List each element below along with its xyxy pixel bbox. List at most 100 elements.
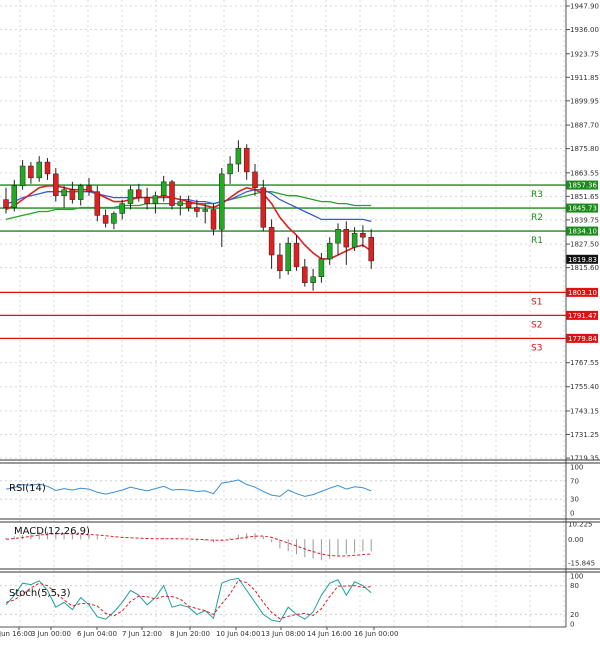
- candle-body-down: [136, 189, 142, 198]
- price-tick-label: 1923.75: [570, 50, 599, 58]
- candle-body-down: [144, 197, 150, 204]
- level-price-label: 1845.73: [568, 205, 597, 213]
- candle-body-down: [28, 165, 34, 179]
- candle: [136, 183, 142, 202]
- price-tick-label: 1743.15: [570, 407, 599, 415]
- macd-tick-label: -15.845: [568, 560, 595, 568]
- candle-body-down: [302, 266, 308, 283]
- candle: [277, 243, 283, 279]
- macd-tick-label: 0.00: [568, 536, 584, 544]
- candle: [102, 209, 109, 228]
- candle: [19, 160, 26, 190]
- level-price-tag: [566, 226, 598, 236]
- stoch-k-line: [5, 577, 372, 623]
- price-tick-label: 1839.75: [570, 216, 599, 224]
- candle-body-down: [53, 173, 59, 196]
- candle-body-down: [293, 242, 300, 268]
- candle: [94, 185, 101, 222]
- time-tick-label: 16 Jun 00:00: [354, 630, 398, 638]
- level-name-r2: R2: [531, 213, 543, 223]
- candle-body-up: [160, 181, 167, 196]
- candle-body-up: [119, 203, 125, 214]
- candle-body-down: [94, 191, 101, 216]
- candle: [210, 203, 217, 236]
- candle-body-down: [243, 147, 250, 173]
- macd-signal-line: [5, 533, 372, 557]
- candle: [194, 199, 200, 218]
- current-price-tag: [566, 254, 598, 264]
- candle: [127, 185, 134, 210]
- candle-body-up: [111, 213, 117, 224]
- candle: [326, 237, 333, 265]
- price-tick-label: 1936.00: [570, 26, 599, 34]
- grid-lines: [0, 0, 566, 627]
- price-tick-label: 1887.70: [570, 122, 599, 130]
- price-tick-label: 1851.65: [570, 193, 599, 201]
- candle: [293, 235, 300, 271]
- candle: [111, 211, 117, 230]
- candle-body-down: [102, 215, 109, 224]
- level-price-label: 1791.47: [568, 312, 597, 320]
- candle: [310, 268, 316, 291]
- candle-body-down: [368, 236, 374, 262]
- level-price-tag: [566, 180, 598, 190]
- candle-body-down: [360, 232, 366, 238]
- candle: [219, 167, 225, 248]
- level-price-tag: [566, 310, 598, 320]
- candle: [152, 191, 159, 214]
- candle-body-down: [169, 181, 175, 206]
- level-price-label: 1779.84: [568, 335, 597, 343]
- price-tick-label: 1731.25: [570, 431, 599, 439]
- candle: [144, 187, 150, 210]
- candle-body-up: [351, 232, 358, 248]
- candle: [243, 144, 250, 180]
- candle: [28, 162, 34, 184]
- time-tick-label: Jun 16:00: [0, 630, 32, 638]
- candle-body-up: [177, 201, 184, 206]
- candle: [285, 237, 291, 275]
- candle: [360, 225, 366, 248]
- price-tick-label: 1875.80: [570, 145, 599, 153]
- stoch-tick-label: 80: [570, 582, 579, 590]
- candle: [268, 219, 275, 269]
- rsi-tick-label: 100: [570, 464, 583, 472]
- candle: [160, 175, 167, 202]
- stoch-tick-label: 100: [570, 573, 583, 581]
- candle-body-up: [318, 258, 325, 277]
- time-tick-label: 10 Jun 04:00: [216, 630, 260, 638]
- candle: [235, 140, 242, 172]
- candle-body-down: [260, 187, 267, 228]
- candle-body-down: [194, 207, 200, 212]
- level-name-s1: S1: [531, 297, 542, 307]
- candle: [177, 195, 184, 216]
- candle-body-down: [3, 199, 9, 208]
- price-tick-label: 1815.60: [570, 264, 599, 272]
- candle: [260, 179, 267, 232]
- price-tick-label: 1755.40: [570, 383, 599, 391]
- candle-body-up: [219, 173, 225, 230]
- candle-body-up: [36, 161, 42, 179]
- price-tick-label: 1767.55: [570, 359, 599, 367]
- level-price-label: 1803.10: [568, 289, 597, 297]
- candle: [227, 156, 233, 184]
- candle-body-down: [86, 185, 92, 192]
- candle-body-up: [152, 195, 159, 204]
- time-tick-label: 13 Jun 08:00: [261, 630, 305, 638]
- candle: [53, 167, 59, 202]
- rsi-tick-label: 70: [570, 477, 579, 485]
- macd-label: MACD(12,26,9): [14, 526, 90, 537]
- candle-body-up: [335, 229, 341, 244]
- candle: [335, 223, 341, 255]
- level-name-s2: S2: [531, 320, 542, 330]
- candle-body-up: [127, 189, 134, 204]
- candle-body-up: [11, 185, 18, 208]
- candle: [202, 203, 208, 224]
- price-tick-label: 1863.55: [570, 169, 599, 177]
- level-name-r1: R1: [531, 236, 543, 246]
- candle: [61, 185, 67, 208]
- candle-body-down: [44, 161, 51, 175]
- time-tick-label: 6 Jun 04:00: [77, 630, 117, 638]
